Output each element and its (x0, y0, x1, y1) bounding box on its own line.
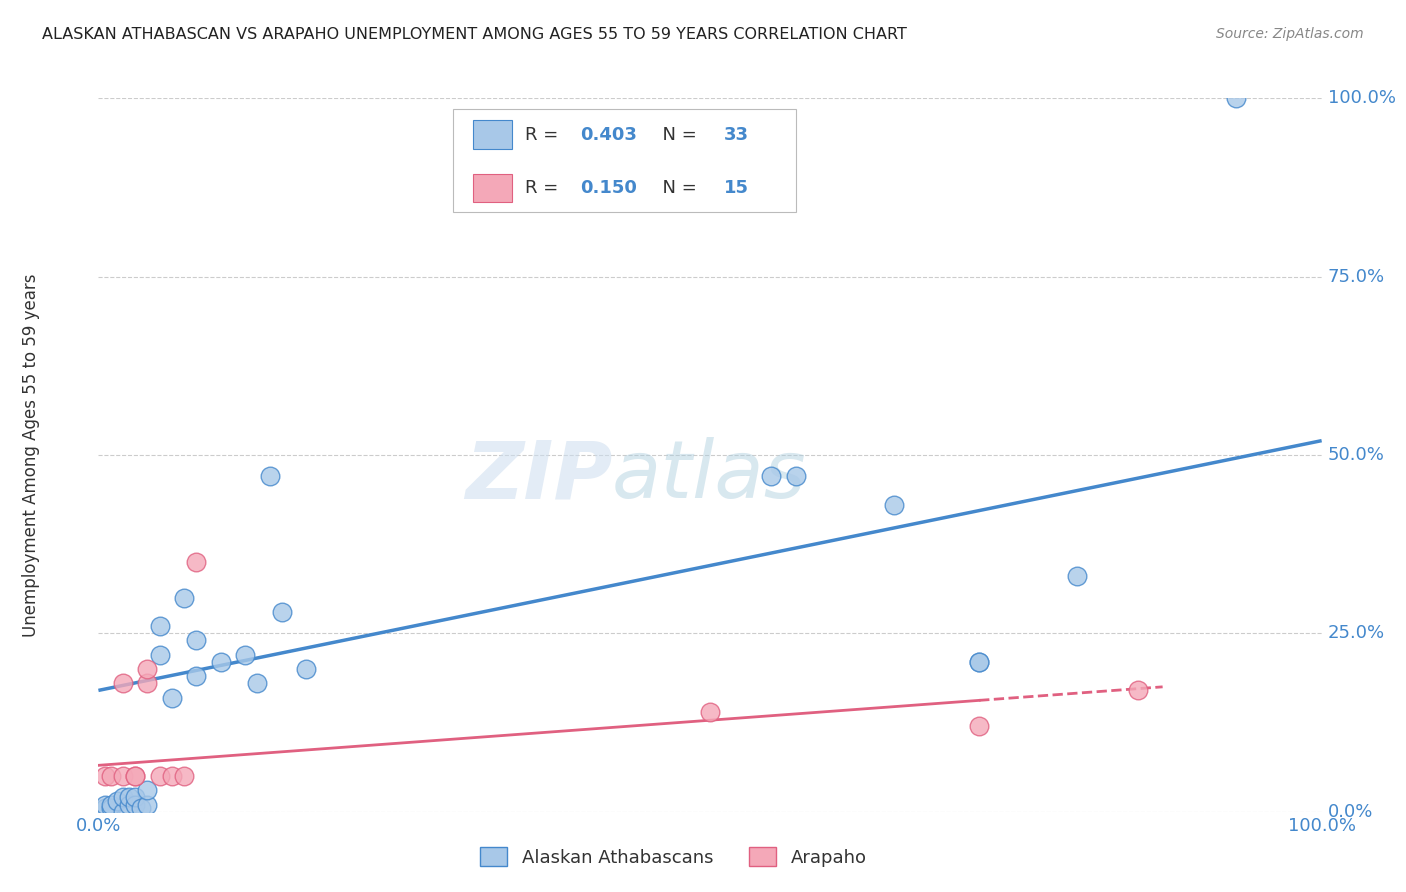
Point (129, 801, 152, 815)
Point (111, 676, 134, 690)
Point (105, 794, 128, 808)
Point (136, 783, 159, 797)
Text: 0.150: 0.150 (581, 179, 637, 197)
Point (100, 801, 122, 815)
Point (270, 605, 294, 619)
Point (967, 719, 990, 733)
Point (967, 655, 990, 669)
Text: 25.0%: 25.0% (1327, 624, 1385, 642)
Point (186, 555, 208, 569)
Point (93, 797, 115, 812)
Text: N =: N = (651, 126, 703, 144)
Point (883, 498, 905, 512)
Text: R =: R = (526, 126, 564, 144)
Point (967, 655, 990, 669)
Point (111, 769, 134, 783)
Point (136, 797, 159, 812)
Point (118, 790, 141, 805)
Point (761, 469, 783, 483)
Point (124, 769, 146, 783)
Point (100, 797, 122, 812)
Text: ZIP: ZIP (465, 437, 612, 516)
Point (246, 676, 269, 690)
Point (149, 648, 172, 662)
Point (186, 669, 208, 683)
Point (160, 769, 183, 783)
Legend: Alaskan Athabascans, Arapaho: Alaskan Athabascans, Arapaho (472, 840, 875, 874)
Point (173, 591, 195, 605)
Point (186, 633, 208, 648)
Point (93, 801, 115, 815)
Point (118, 797, 141, 812)
Text: R =: R = (526, 179, 564, 197)
Point (785, 469, 807, 483)
Point (124, 769, 146, 783)
Text: 33: 33 (724, 126, 748, 144)
Point (149, 769, 172, 783)
Point (136, 662, 159, 676)
Point (124, 797, 146, 812)
FancyBboxPatch shape (472, 174, 512, 202)
Text: 50.0%: 50.0% (1327, 446, 1385, 464)
Text: Unemployment Among Ages 55 to 59 years: Unemployment Among Ages 55 to 59 years (22, 273, 39, 637)
Point (1128, 683, 1150, 698)
Point (259, 469, 281, 483)
Point (1225, 91, 1247, 105)
Text: N =: N = (651, 179, 703, 197)
Point (173, 769, 195, 783)
Point (295, 662, 318, 676)
Point (111, 805, 134, 819)
Point (111, 790, 134, 805)
Point (209, 655, 232, 669)
Point (93, 769, 115, 783)
Point (149, 619, 172, 633)
Text: ALASKAN ATHABASCAN VS ARAPAHO UNEMPLOYMENT AMONG AGES 55 TO 59 YEARS CORRELATION: ALASKAN ATHABASCAN VS ARAPAHO UNEMPLOYME… (42, 27, 907, 42)
Text: 0.0%: 0.0% (1327, 803, 1374, 821)
Text: 75.0%: 75.0% (1327, 268, 1385, 285)
Point (1066, 569, 1088, 583)
Text: Source: ZipAtlas.com: Source: ZipAtlas.com (1216, 27, 1364, 41)
Point (160, 690, 183, 705)
Text: 100.0%: 100.0% (1327, 89, 1396, 107)
Point (124, 790, 146, 805)
Point (699, 705, 721, 719)
Point (136, 676, 159, 690)
FancyBboxPatch shape (453, 109, 796, 212)
Text: atlas: atlas (612, 437, 807, 516)
Point (100, 769, 122, 783)
Point (233, 648, 256, 662)
Text: 0.403: 0.403 (581, 126, 637, 144)
Text: 15: 15 (724, 179, 748, 197)
FancyBboxPatch shape (472, 120, 512, 149)
